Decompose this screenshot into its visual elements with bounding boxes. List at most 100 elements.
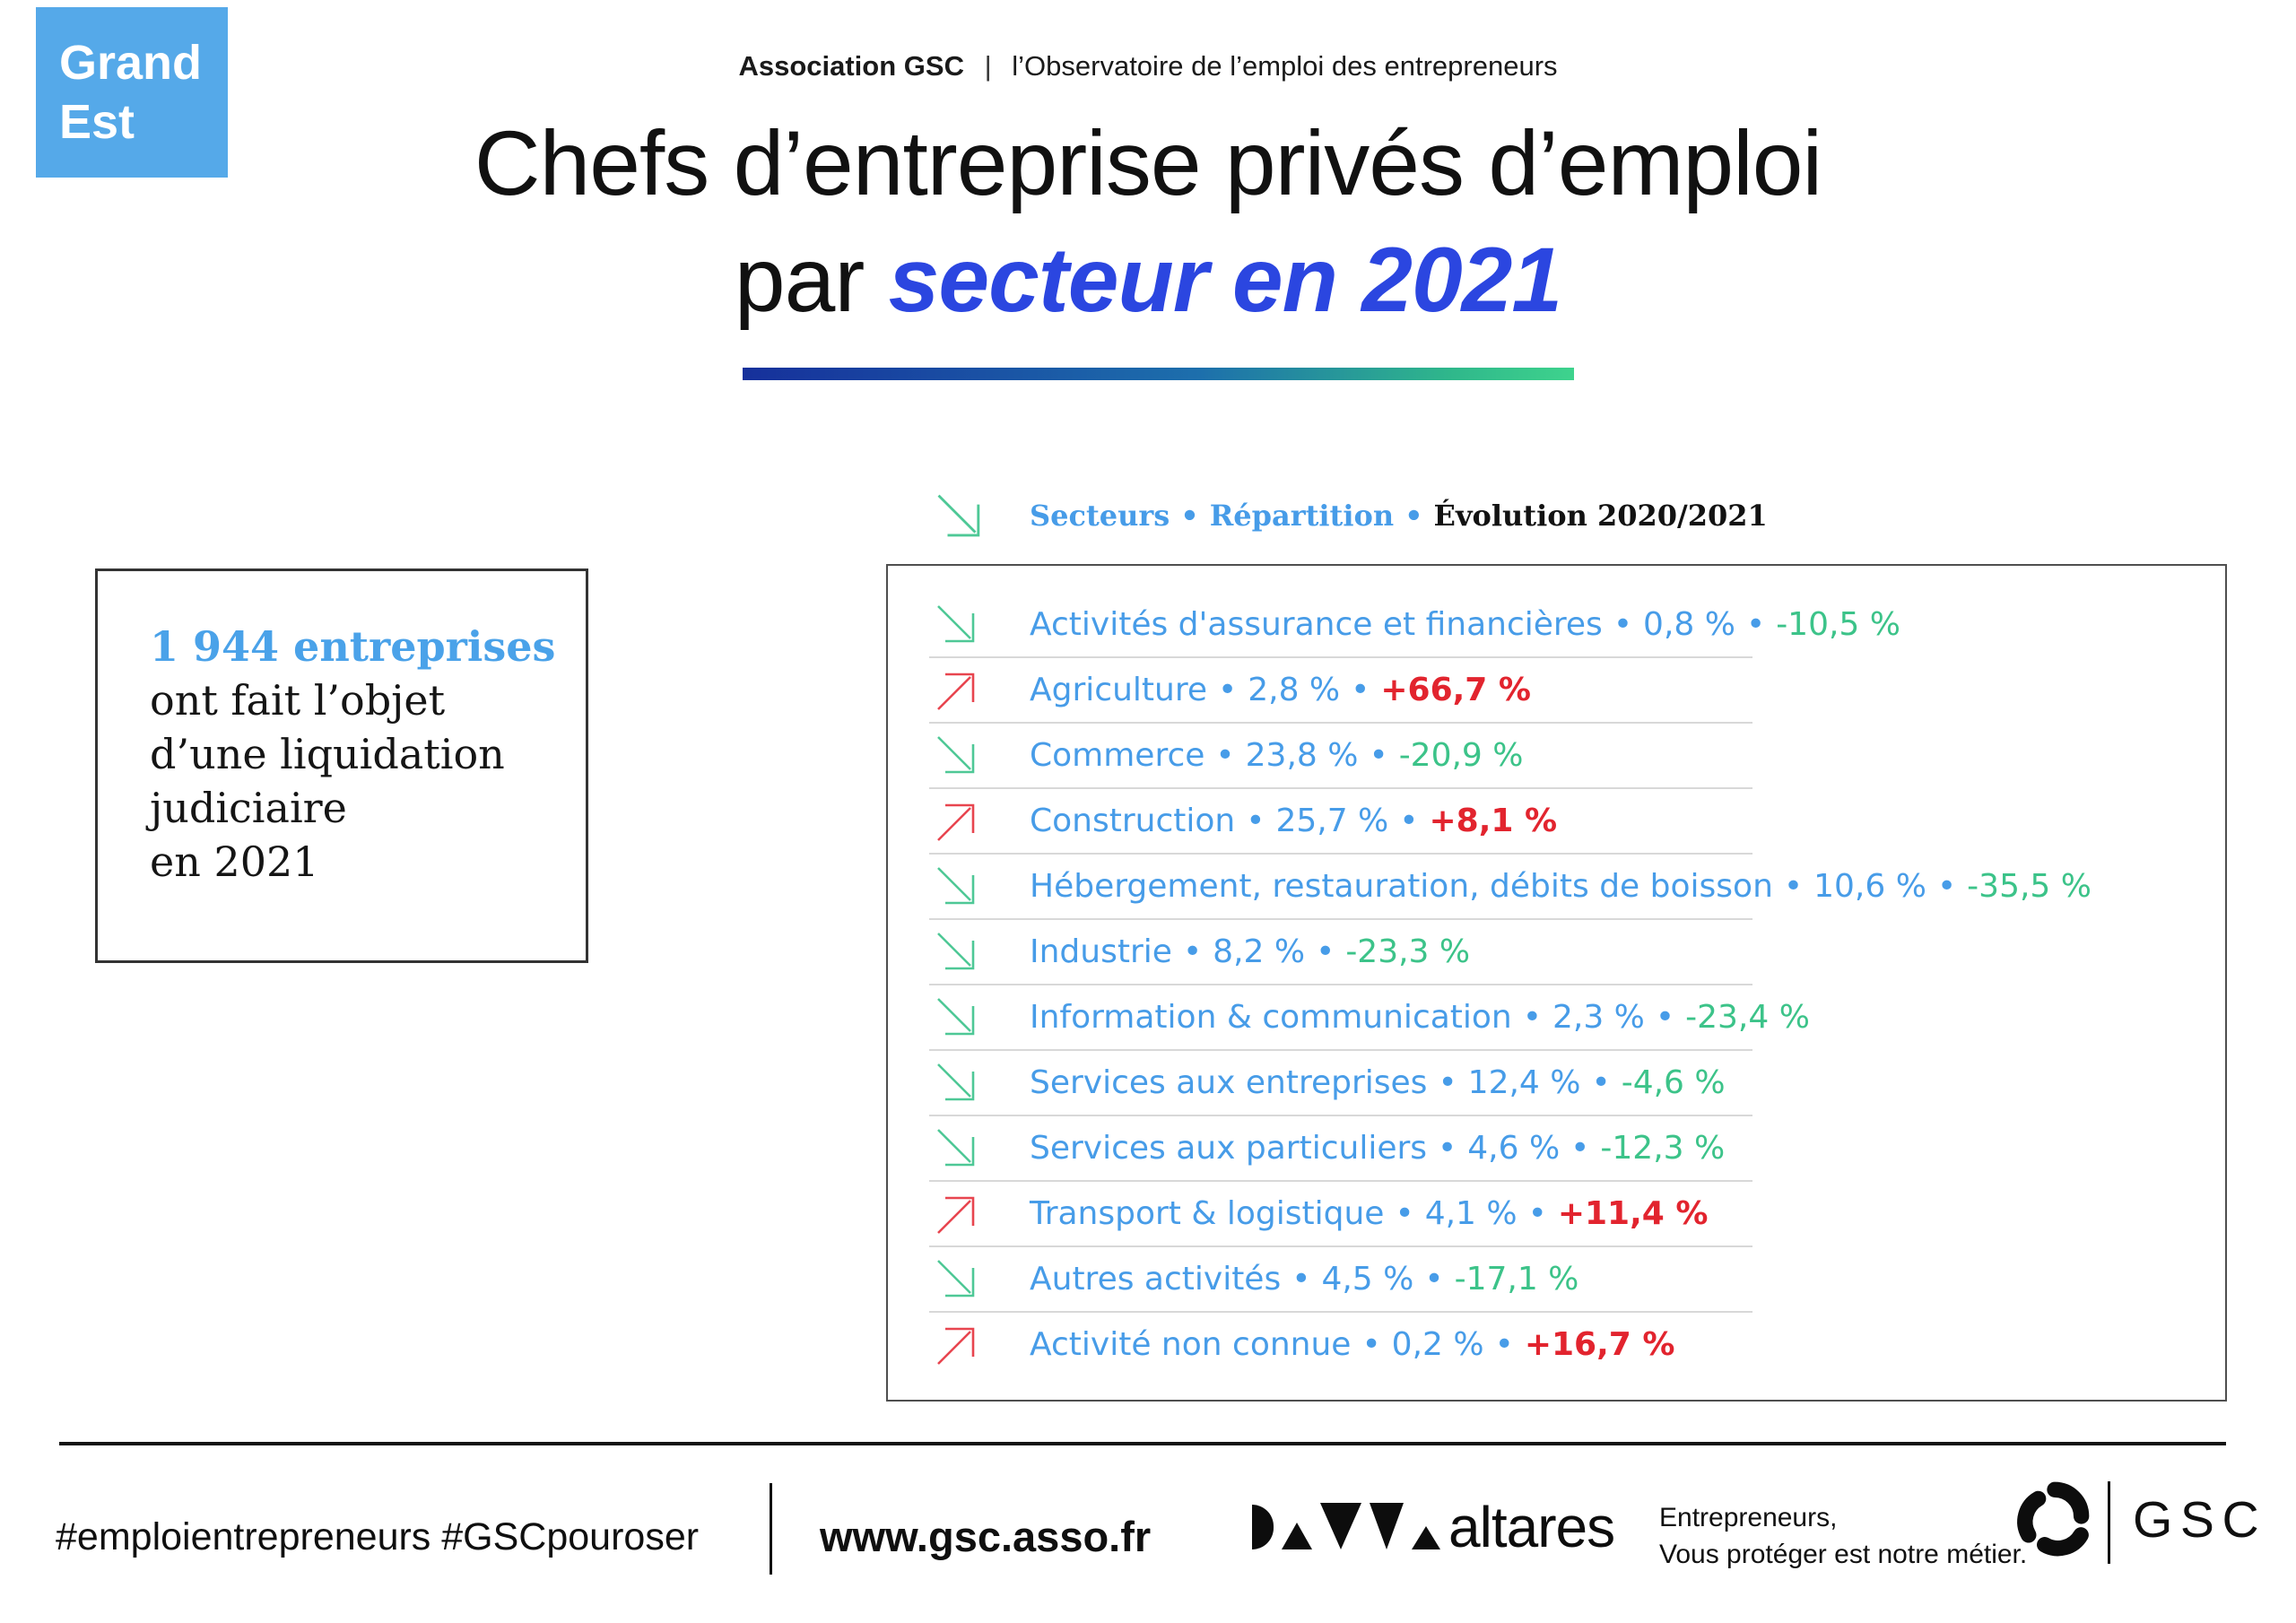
legend-repartition: Répartition: [1209, 499, 1395, 533]
trend-up-arrow-icon: [937, 1327, 975, 1365]
sector-row: Information & communication • 2,3 % • -23,4 …: [888, 985, 2225, 1049]
row-bullet: •: [1399, 803, 1419, 839]
sector-evolution: +11,4 %: [1557, 1195, 1709, 1232]
row-bullet: •: [1591, 1064, 1611, 1101]
sector-share: 0,2 %: [1391, 1326, 1484, 1363]
sector-row: Activités d'assurance et financières • 0,8…: [888, 593, 2225, 656]
row-bullet: •: [1424, 1261, 1444, 1298]
sector-evolution: -12,3 %: [1600, 1130, 1726, 1167]
association-header: Association GSC | l’Observatoire de l’em…: [0, 50, 2296, 82]
sector-name: Services aux entreprises: [1030, 1064, 1428, 1101]
sector-share: 25,7 %: [1275, 803, 1389, 839]
row-separator: [929, 918, 1752, 920]
sector-name: Services aux particuliers: [1030, 1130, 1428, 1167]
sector-name: Hébergement, restauration, débits de boi…: [1030, 868, 1773, 905]
row-bullet: •: [1613, 606, 1633, 643]
row-bullet: •: [1522, 999, 1542, 1036]
row-bullet: •: [1316, 933, 1335, 970]
tagline-line2: Vous protéger est notre métier.: [1659, 1540, 2028, 1569]
row-bullet: •: [1182, 933, 1203, 970]
tagline-line1: Entrepreneurs,: [1659, 1503, 1838, 1532]
sector-evolution: -20,9 %: [1398, 737, 1524, 774]
legend-bullet-2: •: [1405, 499, 1423, 533]
row-bullet: •: [1438, 1064, 1457, 1101]
row-bullet: •: [1215, 737, 1235, 774]
row-bullet: •: [1246, 803, 1265, 839]
trend-down-arrow-icon: [937, 866, 975, 904]
row-bullet: •: [1570, 1130, 1590, 1167]
row-bullet: •: [1494, 1326, 1514, 1363]
row-separator: [929, 1115, 1752, 1116]
trend-down-arrow-icon: [937, 604, 975, 642]
sector-row: Autres activités • 4,5 % • -17,1 %: [888, 1247, 2225, 1311]
gsc-pinwheel-icon: [2017, 1481, 2090, 1557]
row-separator: [929, 1311, 1752, 1313]
row-separator: [929, 853, 1752, 855]
sector-share: 2,3 %: [1552, 999, 1645, 1036]
sector-evolution: -23,4 %: [1685, 999, 1810, 1036]
sector-row: Services aux particuliers • 4,6 % • -12,3 %: [888, 1116, 2225, 1180]
legend-secteurs: Secteurs: [1030, 499, 1170, 533]
row-bullet: •: [1292, 1261, 1311, 1298]
footer-divider: [770, 1483, 772, 1575]
sector-row: Hébergement, restauration, débits de boi…: [888, 855, 2225, 918]
stat-line4: judiciaire: [150, 784, 347, 832]
sector-row: Activité non connue • 0,2 % • +16,7 %: [888, 1313, 2225, 1376]
altares-wordmark: altares: [1448, 1495, 1615, 1559]
title-line2: par secteur en 2021: [0, 230, 2296, 330]
region-badge: Grand Est: [36, 7, 228, 178]
row-separator: [929, 787, 1752, 789]
row-bullet: •: [1745, 606, 1766, 643]
sector-name: Agriculture: [1030, 672, 1207, 708]
footer-hashtags: #emploientrepreneurs #GSCpouroser: [56, 1515, 700, 1558]
altares-letter-a-shape: [1282, 1523, 1312, 1549]
title-line1: Chefs d’entreprise privés d’emploi: [474, 112, 1822, 214]
trend-down-arrow-icon: [937, 735, 975, 773]
altares-letter-t-shape: [1320, 1503, 1361, 1549]
sector-share: 8,2 %: [1213, 933, 1306, 970]
sector-name: Industrie: [1030, 933, 1172, 970]
stat-highlight: 1 944 entreprises: [150, 622, 556, 671]
sector-row: Services aux entreprises • 12,4 % • -4,6 %: [888, 1051, 2225, 1115]
sector-row: Commerce • 23,8 % • -20,9 %: [888, 724, 2225, 787]
sector-share: 4,5 %: [1321, 1261, 1414, 1298]
header-separator: |: [984, 50, 992, 82]
sector-share: 23,8 %: [1245, 737, 1359, 774]
row-separator: [929, 1049, 1752, 1051]
region-badge-line1: Grand: [59, 36, 203, 90]
sector-evolution: +8,1 %: [1429, 803, 1558, 839]
row-bullet: •: [1361, 1326, 1381, 1363]
row-bullet: •: [1217, 672, 1238, 708]
sector-evolution: -4,6 %: [1621, 1064, 1726, 1101]
sector-list: Activités d'assurance et financières • 0,8…: [886, 564, 2227, 1402]
title-line2-prefix: par: [734, 229, 889, 332]
observatory-name: l’Observatoire de l’emploi des entrepren…: [1012, 50, 1558, 82]
row-bullet: •: [1351, 672, 1370, 708]
sector-name: Construction: [1030, 803, 1236, 839]
legend-evolution: Évolution 2020/2021: [1433, 499, 1768, 533]
trend-up-arrow-icon: [937, 803, 975, 841]
trend-down-arrow-icon: [937, 1259, 975, 1297]
sector-share: 4,1 %: [1424, 1195, 1518, 1232]
trend-up-arrow-icon: [937, 673, 975, 710]
altares-letter-a3-shape: [1412, 1526, 1440, 1549]
sector-row: Construction • 25,7 % • +8,1 %: [888, 789, 2225, 853]
row-bullet: •: [1395, 1195, 1414, 1232]
sector-name: Transport & logistique: [1030, 1195, 1385, 1232]
legend-bullet-1: •: [1180, 499, 1199, 533]
sector-name: Commerce: [1030, 737, 1205, 774]
stat-box: 1 944 entreprises ont fait l’objet d’une…: [95, 568, 588, 963]
sector-evolution: -10,5 %: [1776, 606, 1900, 643]
stat-line3: d’une liquidation: [150, 730, 505, 778]
sector-row: Industrie • 8,2 % • -23,3 %: [888, 920, 2225, 984]
sector-row: Agriculture • 2,8 % • +66,7 %: [888, 658, 2225, 722]
sector-share: 12,4 %: [1467, 1064, 1581, 1101]
association-name: Association GSC: [738, 50, 964, 82]
sector-evolution: +16,7 %: [1524, 1326, 1675, 1363]
row-bullet: •: [1655, 999, 1675, 1036]
trend-down-arrow-icon: [937, 932, 975, 969]
sector-evolution: -35,5 %: [1967, 868, 2092, 905]
trend-down-arrow-icon: [937, 1063, 975, 1100]
sector-row: Transport & logistique • 4,1 % • +11,4 %: [888, 1182, 2225, 1245]
